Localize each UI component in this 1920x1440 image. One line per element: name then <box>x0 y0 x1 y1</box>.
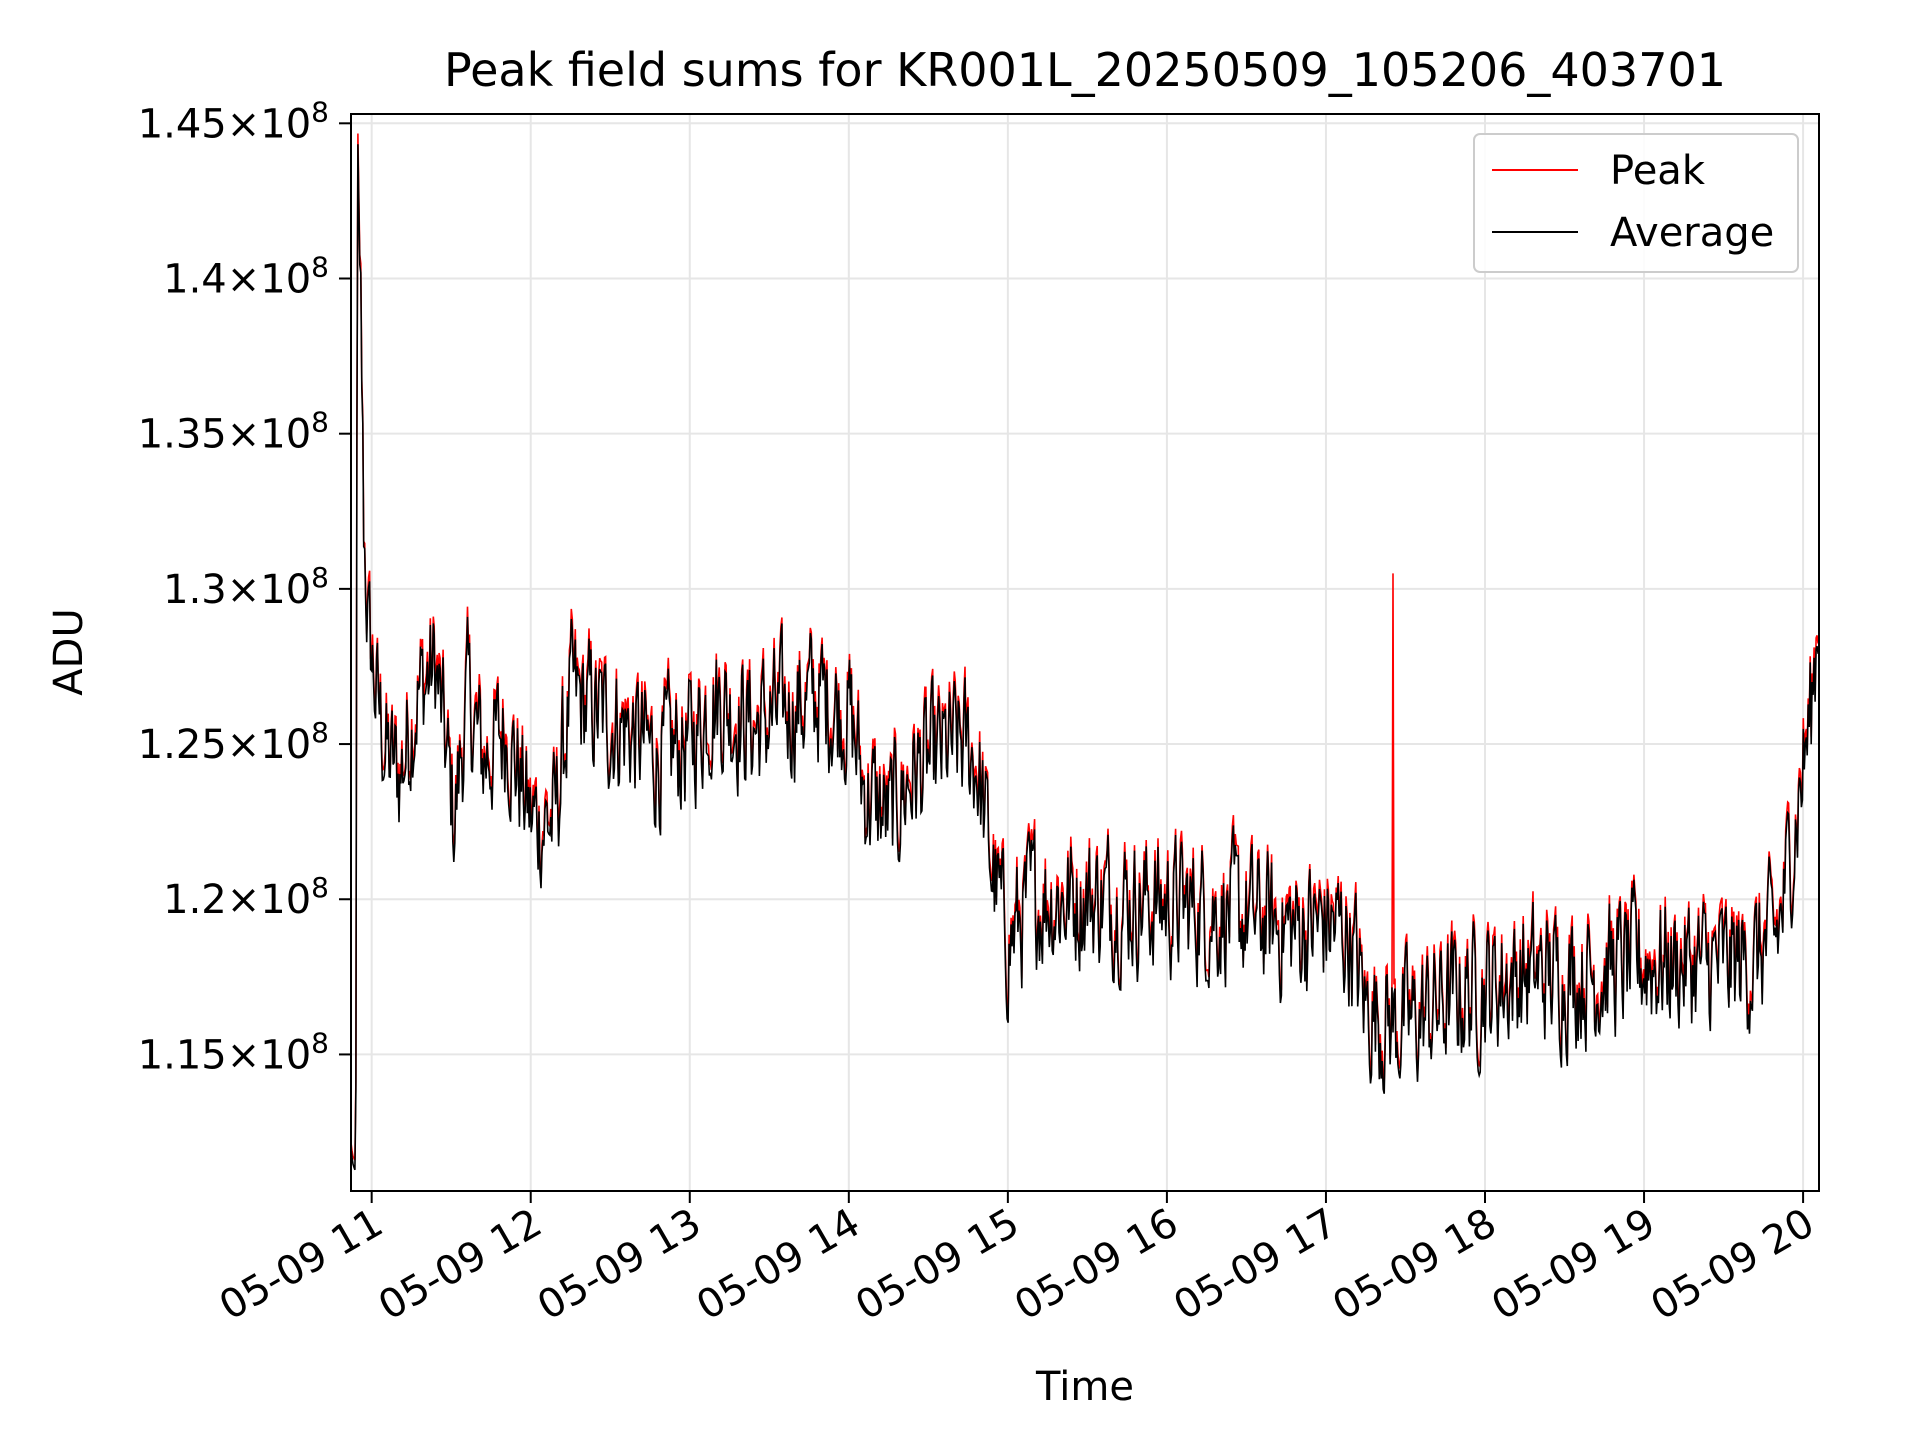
x-tick-label: 05-09 17 <box>1166 1200 1345 1330</box>
y-tick-label: 1.35×108 <box>138 406 329 458</box>
x-tick-label: 05-09 12 <box>371 1200 550 1330</box>
x-tick-label: 05-09 15 <box>848 1200 1027 1330</box>
series-layer <box>351 133 1819 1171</box>
y-tick-label: 1.25×108 <box>138 716 329 768</box>
x-tick-label: 05-09 14 <box>689 1200 868 1330</box>
x-tick-label: 05-09 11 <box>212 1200 391 1330</box>
legend-label-average: Average <box>1610 210 1774 256</box>
x-axis-label: Time <box>1035 1364 1134 1410</box>
x-tick-label: 05-09 13 <box>530 1200 709 1330</box>
x-tick-label: 05-09 19 <box>1484 1200 1663 1330</box>
x-tick-label: 05-09 20 <box>1643 1200 1822 1330</box>
series-line-average <box>351 144 1819 1171</box>
legend: Peak Average <box>1473 133 1799 273</box>
x-tick-label: 05-09 16 <box>1007 1200 1186 1330</box>
x-tick-label: 05-09 18 <box>1325 1200 1504 1330</box>
plot-frame <box>350 113 1820 1192</box>
legend-box <box>1473 133 1799 273</box>
grid-lines <box>351 114 1819 1191</box>
y-axis: 1.15×108 1.2×108 1.25×108 1.3×108 1.35×108 1.… <box>138 95 351 1078</box>
y-tick-label: 1.15×108 <box>138 1026 329 1078</box>
y-tick-label: 1.3×108 <box>163 561 329 613</box>
y-tick-label: 1.45×108 <box>138 95 329 147</box>
y-tick-label: 1.4×108 <box>163 250 329 302</box>
legend-label-peak: Peak <box>1610 148 1706 194</box>
y-tick-label: 1.2×108 <box>163 871 329 923</box>
y-axis-label: ADU <box>46 608 92 695</box>
chart-title: Peak field sums for KR001L_20250509_1052… <box>444 43 1726 97</box>
